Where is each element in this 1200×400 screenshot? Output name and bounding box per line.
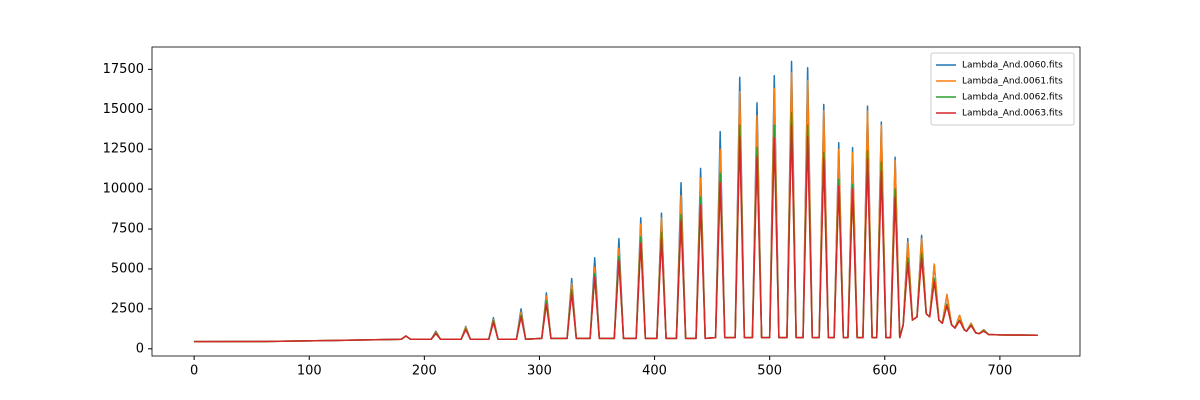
y-tick-label: 5000 <box>111 261 144 276</box>
y-tick-label: 2500 <box>111 301 144 316</box>
x-tick-label: 0 <box>190 364 198 379</box>
legend-label: Lambda_And.0060.fits <box>962 61 1063 71</box>
x-tick-label: 600 <box>872 364 897 379</box>
y-tick-label: 0 <box>136 341 144 356</box>
y-tick-label: 7500 <box>111 222 144 237</box>
x-tick-label: 400 <box>642 364 667 379</box>
legend: Lambda_And.0060.fits Lambda_And.0061.fits… <box>930 52 1075 126</box>
x-tick-label: 100 <box>297 364 322 379</box>
plot-frame <box>151 46 1081 357</box>
legend-box <box>930 52 1075 126</box>
x-tick-label: 500 <box>757 364 782 379</box>
series-line <box>194 124 1038 343</box>
x-tick-label: 700 <box>987 364 1012 379</box>
legend-label: Lambda_And.0063.fits <box>962 109 1063 119</box>
legend-label: Lambda_And.0062.fits <box>962 93 1063 103</box>
x-tick-label: 300 <box>527 364 552 379</box>
y-tick-label: 15000 <box>103 102 144 117</box>
legend-label: Lambda_And.0061.fits <box>962 77 1063 87</box>
x-tick-label: 200 <box>412 364 437 379</box>
y-tick-label: 17500 <box>103 62 144 77</box>
y-tick-label: 12500 <box>103 142 144 157</box>
y-tick-label: 10000 <box>103 182 144 197</box>
